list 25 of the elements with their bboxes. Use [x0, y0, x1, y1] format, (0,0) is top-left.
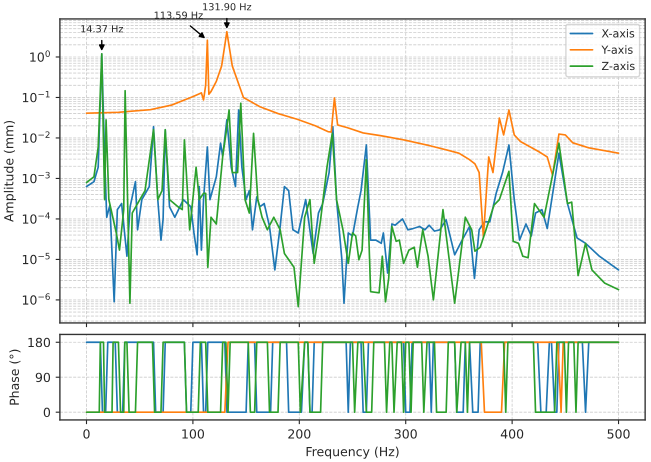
y-tick-label: 10$^{−5}$ [22, 252, 50, 264]
y-tick-label: 10$^{−4}$ [22, 212, 50, 224]
x-tick-label: 200 [288, 429, 310, 439]
y-axis-title: Amplitude (mm) [4, 120, 16, 222]
y-tick-label: 10$^{0}$ [30, 50, 50, 62]
y-tick-label: 90 [36, 372, 50, 382]
y-tick-label: 0 [44, 408, 50, 418]
y-axis-title: Phase (°) [9, 350, 20, 405]
legend-label: Z-axis [602, 62, 635, 70]
legend-label: Y-axis [601, 45, 633, 54]
y-tick-label: 10$^{−2}$ [22, 131, 50, 143]
legend-label: X-axis [602, 28, 634, 38]
x-tick-label: 400 [500, 429, 524, 439]
x-tick-label: 100 [182, 429, 204, 439]
x-tick-label: 0 [83, 429, 90, 439]
annotation: 14.37 Hz [81, 25, 124, 32]
x-axis-title: Frequency (Hz) [306, 446, 399, 459]
annotation: 131.90 Hz [203, 3, 252, 10]
y-tick-label: 10$^{−6}$ [22, 293, 50, 305]
x-tick-label: 300 [394, 429, 417, 439]
y-tick-label: 180 [28, 338, 50, 348]
x-tick-label: 500 [608, 429, 630, 439]
y-tick-label: 10$^{−1}$ [22, 90, 50, 102]
annotation: 113.59 Hz [154, 12, 203, 19]
y-tick-label: 10$^{−3}$ [22, 172, 50, 184]
